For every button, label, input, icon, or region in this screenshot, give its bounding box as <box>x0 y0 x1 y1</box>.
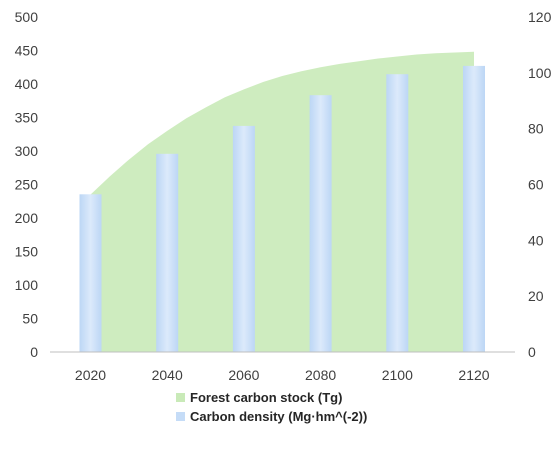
y-left-tick-label: 500 <box>15 9 39 25</box>
y-left-tick-label: 200 <box>15 210 39 226</box>
y-left-tick-label: 150 <box>15 244 39 260</box>
x-tick-label: 2040 <box>152 367 183 383</box>
legend-label-bars: Carbon density (Mg·hm^(-2)) <box>190 409 368 424</box>
x-tick-label: 2060 <box>228 367 259 383</box>
y-right-tick-label: 0 <box>528 344 536 360</box>
x-tick-label: 2080 <box>305 367 336 383</box>
legend-label-area: Forest carbon stock (Tg) <box>190 390 343 405</box>
legend-swatch-bars <box>176 412 185 421</box>
y-left-tick-label: 250 <box>15 177 39 193</box>
y-right-tick-label: 120 <box>528 9 552 25</box>
y-left-tick-label: 50 <box>22 311 38 327</box>
x-tick-label: 2020 <box>75 367 106 383</box>
y-left-tick-label: 450 <box>15 43 39 59</box>
y-left-tick-label: 300 <box>15 143 39 159</box>
y-left-tick-label: 0 <box>30 344 38 360</box>
y-right-tick-label: 100 <box>528 65 552 81</box>
y-right-tick-label: 60 <box>528 177 544 193</box>
y-left-tick-label: 100 <box>15 277 39 293</box>
legend-item-area: Forest carbon stock (Tg) <box>176 388 367 407</box>
bar-carbon-density <box>463 65 485 353</box>
bar-carbon-density <box>79 194 102 352</box>
y-right-tick-label: 80 <box>528 121 544 137</box>
area-forest-carbon-stock <box>90 51 474 353</box>
x-tick-label: 2120 <box>458 367 489 383</box>
legend-item-bars: Carbon density (Mg·hm^(-2)) <box>176 407 367 426</box>
x-tick-label: 2100 <box>382 367 413 383</box>
y-left-tick-label: 350 <box>15 110 39 126</box>
bar-carbon-density <box>386 74 409 352</box>
bar-carbon-density <box>232 125 255 353</box>
bar-carbon-density <box>309 95 332 352</box>
legend: Forest carbon stock (Tg) Carbon density … <box>176 388 367 426</box>
y-right-tick-label: 20 <box>528 288 544 304</box>
bar-carbon-density <box>156 153 179 352</box>
y-right-tick-label: 40 <box>528 232 544 248</box>
y-left-tick-label: 400 <box>15 76 39 92</box>
legend-swatch-area <box>176 393 185 402</box>
